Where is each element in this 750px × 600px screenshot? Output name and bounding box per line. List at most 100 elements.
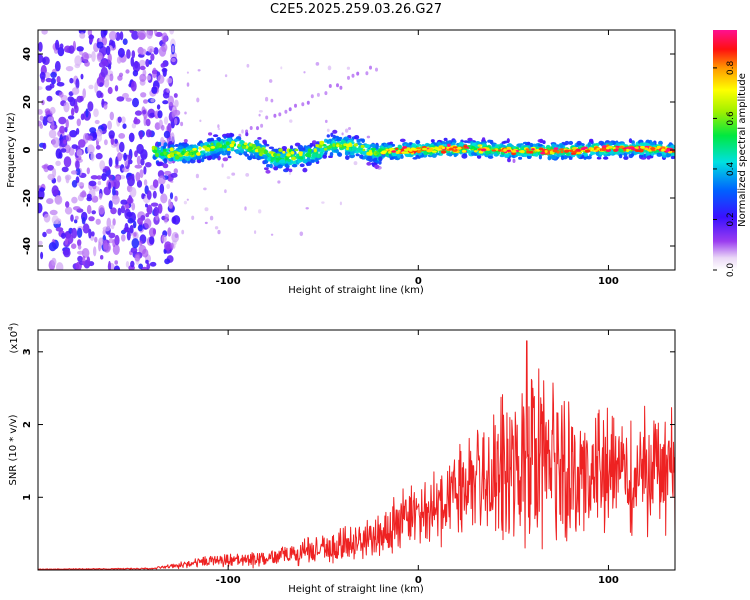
- spectrogram-cell: [361, 150, 368, 156]
- spectrogram-cell: [185, 156, 191, 161]
- snr-ytick-label: 3: [22, 348, 33, 355]
- spectrogram-cell: [108, 181, 112, 190]
- spectrogram-cell: [71, 227, 78, 239]
- spectrogram-cell: [153, 206, 159, 217]
- spectrogram-cell: [339, 85, 343, 90]
- spectrogram-cell: [466, 146, 470, 149]
- spectrogram-cell: [476, 154, 482, 159]
- spectrogram-cell: [326, 128, 330, 132]
- spectrogram-cell: [247, 155, 253, 160]
- spectrogram-cell: [589, 138, 594, 143]
- spectrogram-cell: [38, 109, 43, 115]
- spectrogram-cell: [526, 150, 530, 154]
- spectrogram-cell: [50, 71, 57, 78]
- spectrogram-cell: [126, 230, 131, 241]
- spectrogram-cell: [181, 229, 185, 235]
- spectrogram-cell: [86, 193, 92, 200]
- spectrogram-cell: [84, 60, 90, 67]
- spectrogram-cell: [298, 151, 303, 155]
- spectrogram-cell: [467, 137, 473, 142]
- spectrogram-cell: [605, 148, 612, 152]
- spectrogram-cell: [222, 144, 227, 149]
- spectrogram-cell: [286, 153, 291, 157]
- spectrogram-cell: [336, 83, 339, 88]
- spectrogram-cell: [262, 139, 267, 145]
- spectrogram-cell: [294, 148, 299, 152]
- spectrogram-cell: [98, 205, 105, 215]
- spectrogram-cell: [244, 206, 247, 211]
- spectrogram-cell: [191, 215, 195, 220]
- spectrogram-cell: [111, 194, 118, 200]
- spectrogram-cell: [387, 145, 393, 149]
- spectrogram-cell: [559, 143, 564, 149]
- spectrogram-cell: [51, 137, 60, 148]
- spectrogram-cell: [77, 250, 85, 255]
- spectrogram-cell: [288, 168, 293, 173]
- spectrogram-cell: [269, 79, 273, 83]
- spectrogram-cell: [328, 145, 333, 148]
- spectrogram-cell: [146, 204, 153, 215]
- spectrogram-cell: [99, 160, 106, 171]
- spectrogram-cell: [522, 141, 528, 145]
- spectrogram-cell: [57, 46, 65, 57]
- spectrogram-cell: [114, 85, 119, 92]
- spectrogram-cell: [218, 148, 224, 151]
- spectrogram-cell: [321, 201, 325, 204]
- spectrogram-cell: [105, 45, 111, 56]
- spectrogram-cell: [174, 233, 179, 238]
- spectrogram-cell: [629, 146, 635, 150]
- spectrogram-cell: [354, 135, 360, 140]
- spectrogram-cell: [319, 140, 325, 145]
- spectrogram-cell: [46, 228, 53, 234]
- spectrogram-cell: [86, 204, 92, 215]
- spectrogram-cell: [108, 232, 116, 239]
- spectrogram-cell: [71, 180, 78, 188]
- colorbar: 0.0 0.2 0.4 0.6 0.8 Normalized spectral ampl…: [713, 30, 748, 277]
- spectrogram-cell: [169, 30, 175, 35]
- snr-panel: -100 0 100 1 2 3 Height of straight line (km)…: [7, 322, 676, 595]
- spectrogram-cell: [121, 234, 126, 242]
- spectrogram-cell: [49, 209, 58, 216]
- spectrogram-cell: [273, 166, 279, 171]
- spectrogram-cell: [448, 147, 454, 151]
- spectrogram-cell: [117, 207, 122, 216]
- spectrogram-cell: [284, 109, 288, 114]
- spectrogram-cell: [98, 237, 104, 246]
- spectrogram-cell: [226, 176, 231, 180]
- spectrogram-cell: [264, 167, 269, 171]
- spectrogram-cell: [235, 150, 240, 154]
- spectrogram-cell: [82, 255, 86, 266]
- snr-ytick-label: 2: [22, 421, 33, 428]
- spectrogram-cell: [446, 152, 452, 156]
- spectrogram-cell: [131, 50, 136, 59]
- spectrogram-cell: [163, 116, 169, 125]
- spectrogram-cell: [257, 148, 262, 153]
- spectrogram-cell: [365, 71, 369, 76]
- spectrogram-cell: [176, 151, 180, 155]
- spectrogram-cell: [88, 180, 97, 187]
- spectrogram-cell: [38, 202, 43, 214]
- spectrogram-cell: [568, 140, 574, 145]
- spectrogram-cell: [639, 142, 645, 147]
- spectrogram-cell: [343, 136, 349, 141]
- spectrogram-cell: [153, 47, 159, 55]
- colorbar-label: Normalized spectral amplitude: [737, 73, 748, 227]
- spectrogram-cell: [324, 91, 328, 96]
- spectrogram-cell: [132, 97, 139, 108]
- spectrogram-cell: [196, 97, 200, 103]
- colorbar-tick-label: 0.0: [726, 263, 736, 278]
- spectrogram-cell: [650, 147, 656, 150]
- spectrogram-cell: [40, 251, 44, 260]
- spectrogram-cell: [275, 160, 279, 163]
- spectrogram-cell: [136, 180, 143, 188]
- spectrogram-cell: [267, 156, 271, 162]
- spectrogram-cell: [163, 142, 168, 147]
- spectrogram-cell: [273, 113, 277, 118]
- spectrogram-cell: [603, 156, 609, 160]
- spectrogram-cell: [598, 151, 605, 156]
- snr-ytick-label: 1: [22, 494, 33, 501]
- spectrogram-cell: [95, 218, 101, 225]
- spectrogram-cell: [41, 30, 48, 35]
- spectrogram-cell: [169, 192, 174, 200]
- spectrogram-cell: [81, 248, 90, 258]
